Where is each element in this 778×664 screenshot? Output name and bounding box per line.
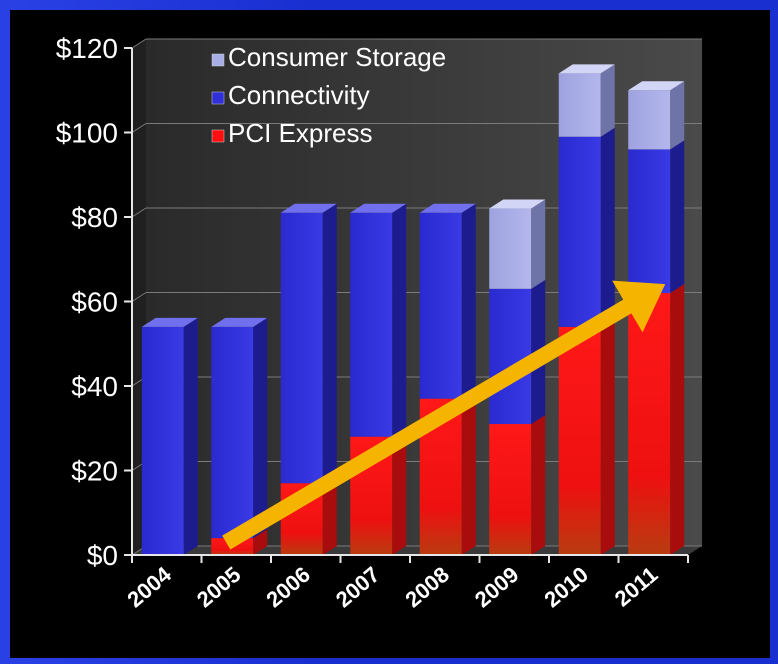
trend-arrow-shape: [222, 280, 666, 550]
bar-stack-2004: [141, 317, 198, 555]
legend-label: Consumer Storage: [228, 42, 446, 72]
bar-stack-2010: [558, 64, 615, 555]
legend-swatch: [211, 53, 225, 67]
bar-top: [558, 64, 615, 74]
bar-side: [253, 529, 268, 555]
legend-label: PCI Express: [228, 118, 373, 148]
bar-connectivity-2006: [280, 212, 323, 484]
bar-side: [531, 415, 546, 555]
bar-pci-express-2011: [628, 293, 671, 555]
legend-label: Connectivity: [228, 80, 370, 110]
x-tick-label: 2009: [470, 562, 524, 613]
x-tick-label: 2011: [610, 562, 663, 612]
bar-side: [322, 474, 337, 555]
bar-connectivity-2008: [419, 212, 462, 399]
y-tick-label: $40: [71, 371, 118, 402]
bar-side: [392, 427, 407, 555]
stacked-bar-chart: $0$20$40$60$80$100$120 2004 2005 2006 2007 2…: [56, 33, 702, 612]
bar-top: [628, 81, 685, 91]
bar-consumer-storage-2010: [558, 73, 601, 137]
axes: [124, 47, 689, 563]
x-tick-label: 2006: [261, 562, 315, 613]
bar-side: [670, 81, 685, 150]
gridline-diag: [131, 38, 147, 49]
bar-pci-express-2009: [489, 424, 532, 555]
bar-stack-2005: [211, 317, 268, 555]
bar-side: [600, 317, 615, 555]
bar-connectivity-2007: [350, 212, 393, 437]
gridline-diag: [131, 123, 147, 133]
y-tick-label: $120: [56, 33, 118, 64]
legend-item-pci-express: PCI Express: [211, 118, 373, 148]
x-tick-labels: 2004 2005 2006 2007 2008 2009 2010 2011: [122, 561, 662, 612]
bar-connectivity-2009: [489, 288, 532, 425]
bar-stack-2009: [489, 199, 546, 555]
bar-side: [461, 389, 476, 555]
bar-top: [419, 203, 476, 213]
bar-side: [670, 284, 685, 555]
bar-top: [280, 203, 337, 213]
legend-item-connectivity: Connectivity: [211, 80, 370, 110]
bar-top: [141, 317, 198, 327]
bar-connectivity-2005: [211, 326, 254, 539]
bar-side: [322, 203, 337, 484]
bar-side: [392, 203, 407, 437]
x-tick-label: 2008: [400, 562, 454, 613]
bar-connectivity-2010: [558, 136, 601, 327]
x-tick-label: 2007: [331, 562, 385, 613]
bar-side: [600, 127, 615, 327]
gridline-diag: [131, 292, 147, 302]
legend-swatch: [211, 91, 225, 105]
legend-item-consumer-storage: Consumer Storage: [211, 42, 446, 72]
bar-stack-2008: [419, 203, 476, 555]
bar-top: [211, 317, 268, 327]
bars: [141, 64, 685, 555]
bar-pci-express-2010: [558, 326, 601, 555]
y-tick-labels: $0 $20 $40 $60 $80 $100 $120: [56, 33, 118, 571]
chart-panel: $0 $20 $40 $60 $80 $100 $120 2004 2005 2006 2007 2…: [10, 10, 770, 658]
bar-side: [461, 203, 476, 399]
bar-consumer-storage-2009: [489, 208, 532, 289]
bar-top: [489, 199, 546, 209]
legend: Consumer Storage Connectivity PCI Express: [211, 42, 446, 148]
x-tick-label: 2005: [192, 562, 246, 613]
bar-stack-2011: [628, 81, 685, 555]
y-tick-label: $60: [71, 287, 118, 318]
bar-top: [350, 203, 407, 213]
x-tick-label: 2004: [122, 561, 176, 612]
bar-connectivity-2011: [628, 149, 671, 294]
legend-swatch: [211, 129, 225, 143]
bar-connectivity-2004: [141, 326, 184, 555]
bar-stack-2007: [350, 203, 407, 555]
y-tick-label: $100: [56, 118, 118, 149]
bar-side: [253, 317, 268, 539]
gridline-diag: [131, 207, 147, 218]
x-tick-label: 2010: [539, 562, 593, 613]
y-tick-label: $0: [87, 540, 118, 571]
trend-arrow: [222, 280, 666, 550]
bar-consumer-storage-2011: [628, 90, 671, 150]
bar-side: [183, 317, 198, 555]
bar-side: [600, 64, 615, 137]
y-tick-label: $80: [71, 202, 118, 233]
bar-side: [531, 199, 546, 289]
bar-side: [670, 140, 685, 294]
y-tick-label: $20: [71, 456, 118, 487]
